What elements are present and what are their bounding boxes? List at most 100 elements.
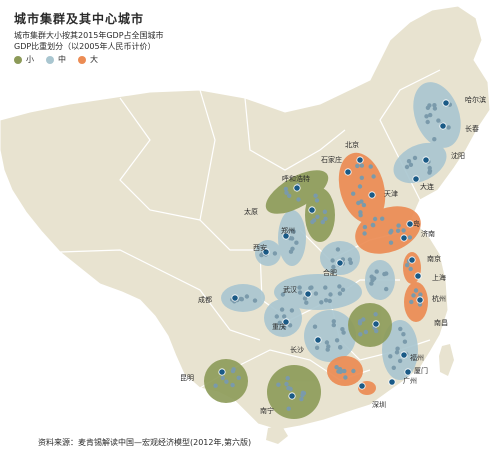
center-city-marker — [414, 272, 422, 280]
small-city-dot — [394, 350, 400, 355]
center-city-marker — [388, 378, 396, 386]
small-city-dot — [300, 393, 305, 398]
center-city-marker — [400, 234, 408, 242]
label-xiamen: 厦门 — [414, 366, 428, 375]
border-line — [244, 97, 346, 171]
center-city-marker — [262, 248, 270, 256]
small-city-dot — [384, 286, 389, 292]
cluster-hangzhou — [404, 282, 428, 322]
label-chengdu: 成都 — [198, 295, 212, 304]
label-changchun: 长春 — [465, 124, 479, 133]
small-city-dot — [287, 193, 292, 198]
small-city-dot — [252, 298, 258, 303]
small-city-dot — [340, 327, 345, 332]
small-city-dot — [368, 164, 373, 169]
small-city-dot — [272, 251, 278, 256]
small-city-dot — [401, 332, 406, 337]
small-city-dot — [413, 288, 419, 293]
small-city-dot — [286, 385, 291, 391]
legend-swatch-small — [14, 55, 22, 64]
center-city-marker — [293, 184, 301, 192]
border-line — [199, 89, 260, 251]
label-huhehaote: 呼和浩特 — [282, 174, 310, 183]
small-city-dot — [371, 174, 376, 179]
cluster-shenyang — [393, 142, 447, 184]
cluster-huhehaote — [265, 170, 329, 214]
small-city-dot — [324, 340, 330, 345]
center-city-marker — [358, 382, 366, 390]
small-city-dot — [327, 298, 332, 304]
label-xian: 西安 — [253, 243, 267, 252]
small-city-dot — [373, 312, 378, 317]
small-city-dot — [285, 376, 290, 381]
small-city-dot — [309, 285, 314, 290]
small-city-dot — [284, 381, 289, 387]
legend-item-medium: 中 — [46, 54, 66, 65]
legend-label-small: 小 — [26, 55, 34, 64]
legend-item-small: 小 — [14, 54, 34, 65]
label-shenyang: 沈阳 — [451, 151, 465, 160]
small-city-dot — [280, 292, 286, 297]
small-city-dot — [391, 365, 396, 370]
small-city-dot — [323, 216, 328, 221]
small-city-dot — [432, 103, 437, 108]
small-city-dot — [363, 329, 369, 335]
small-city-dot — [299, 396, 304, 402]
label-dalian: 大连 — [420, 182, 434, 191]
small-city-dot — [357, 321, 363, 326]
small-city-dot — [322, 209, 328, 214]
small-city-dot — [402, 339, 408, 344]
small-city-dot — [230, 382, 235, 388]
center-city-marker — [314, 336, 322, 344]
label-beijing: 北京 — [345, 140, 359, 149]
center-city-marker — [400, 351, 408, 359]
label-taiyuan: 太原 — [244, 207, 258, 216]
source-note: 资料来源：麦肯锡解读中国—宏观经济模型(2012年,第六版) — [38, 438, 252, 447]
center-city-marker — [412, 175, 420, 183]
small-city-dot — [407, 235, 413, 240]
center-city-marker — [372, 320, 380, 328]
center-city-marker — [344, 168, 352, 176]
center-city-marker — [308, 206, 316, 214]
label-wuhan: 武汉 — [283, 285, 297, 294]
small-city-dot — [313, 193, 318, 198]
small-city-dot — [328, 292, 333, 297]
small-city-dot — [338, 345, 343, 350]
small-city-dot — [312, 324, 318, 329]
small-city-dot — [398, 326, 403, 332]
small-city-dot — [335, 247, 341, 252]
center-city-marker — [408, 256, 416, 264]
legend-item-large: 大 — [78, 54, 98, 65]
small-city-dot — [427, 168, 433, 174]
small-city-dot — [310, 219, 315, 225]
small-city-dot — [405, 263, 410, 268]
small-city-dot — [388, 240, 394, 245]
small-city-dot — [432, 106, 438, 111]
small-city-dot — [279, 307, 285, 312]
center-city-marker — [422, 156, 430, 164]
small-city-dot — [287, 323, 293, 328]
small-city-dot — [351, 191, 356, 196]
small-city-dot — [334, 338, 340, 343]
cluster-hefei — [320, 241, 360, 275]
cluster-fuzhou-xiamen — [382, 320, 418, 380]
label-changsha: 长沙 — [290, 345, 304, 354]
label-guangzhou: 广州 — [403, 376, 417, 385]
label-shenzhen: 深圳 — [372, 400, 386, 409]
small-city-dot — [374, 328, 379, 334]
small-city-dot — [359, 163, 364, 168]
small-city-dot — [314, 198, 320, 203]
label-zhengzhou: 郑州 — [281, 227, 295, 235]
small-city-dot — [424, 114, 429, 119]
small-city-dot — [380, 216, 385, 221]
small-city-dot — [313, 291, 319, 296]
small-city-dot — [355, 163, 360, 169]
hainan-island — [266, 426, 288, 444]
small-city-dot — [404, 164, 410, 170]
small-city-dot — [323, 285, 328, 290]
legend: 小 中 大 — [14, 54, 110, 65]
small-city-dot — [259, 252, 264, 258]
small-city-dot — [325, 347, 330, 352]
small-city-dot — [412, 155, 418, 161]
cluster-harbin-changchun — [413, 82, 461, 148]
